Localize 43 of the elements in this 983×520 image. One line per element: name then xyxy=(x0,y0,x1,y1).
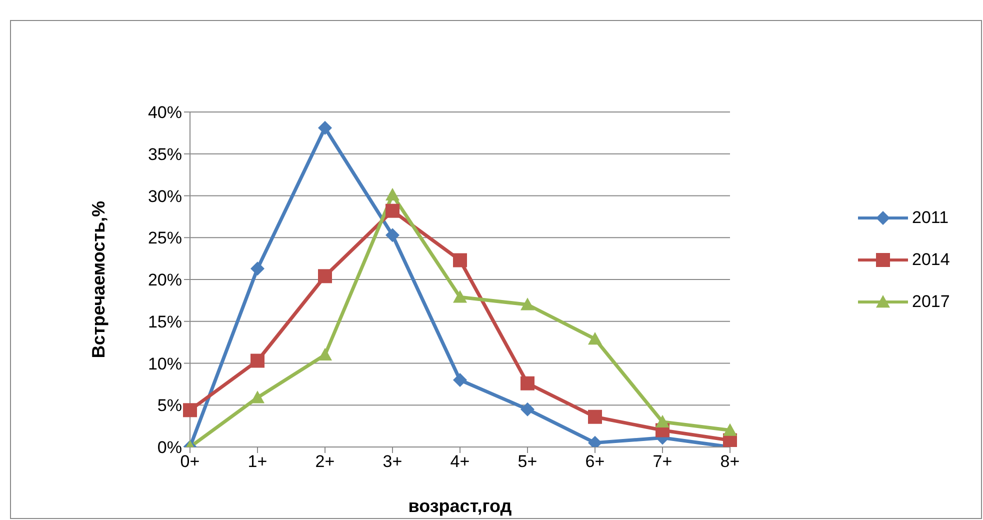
point xyxy=(588,410,602,424)
x-tick-label: 3+ xyxy=(382,452,402,472)
point xyxy=(183,403,197,418)
point xyxy=(520,402,534,416)
y-tick-label: 0% xyxy=(157,438,182,458)
point xyxy=(520,376,534,390)
y-tick-label: 35% xyxy=(148,144,182,164)
point xyxy=(386,204,400,218)
x-tick-label: 6+ xyxy=(585,452,605,472)
legend-label: 2011 xyxy=(912,208,949,228)
y-tick-label: 15% xyxy=(148,312,182,332)
point xyxy=(250,390,264,404)
legend-label: 2014 xyxy=(912,250,950,270)
x-tick-label: 1+ xyxy=(248,452,268,472)
x-tick-label: 5+ xyxy=(518,452,538,472)
y-tick-label: 25% xyxy=(148,228,182,248)
x-tick-label: 0+ xyxy=(180,452,200,472)
point xyxy=(453,290,467,303)
x-axis-title: возраст,год xyxy=(408,496,512,516)
x-tick-label: 8+ xyxy=(720,452,740,472)
point xyxy=(723,423,737,436)
point xyxy=(520,298,534,310)
y-tick-label: 40% xyxy=(148,103,182,122)
x-tick-label: 7+ xyxy=(652,452,672,472)
point xyxy=(250,262,264,276)
point xyxy=(588,332,602,345)
x-tick-label: 2+ xyxy=(315,452,335,472)
point xyxy=(318,269,332,284)
y-tick-label: 20% xyxy=(148,270,182,290)
point xyxy=(318,120,332,135)
y-axis-title: Встречаемость,% xyxy=(88,200,108,358)
point xyxy=(386,228,400,242)
point xyxy=(453,373,467,387)
point xyxy=(453,253,467,268)
x-tick-label: 4+ xyxy=(450,452,470,472)
point xyxy=(318,348,332,360)
point xyxy=(656,414,670,428)
y-tick-label: 30% xyxy=(148,186,182,206)
legend-label: 2017 xyxy=(912,292,950,312)
y-tick-label: 10% xyxy=(148,354,182,374)
point xyxy=(250,354,264,368)
point xyxy=(386,188,400,201)
y-tick-label: 5% xyxy=(157,396,182,416)
